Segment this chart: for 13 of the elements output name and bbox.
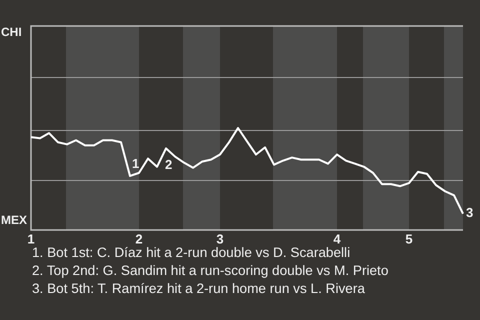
annotation: 2 <box>165 157 172 172</box>
text: 3. Bot 5th: T. Ramírez hit a 2-run home run vs L. Rivera <box>32 280 366 298</box>
x-tick-label: 1 <box>27 231 35 246</box>
text: CHI <box>1 25 22 39</box>
x-tick-label: 5 <box>405 231 413 246</box>
text: MEX <box>1 213 28 227</box>
x-tick-label: 2 <box>135 231 143 246</box>
x-tick-label: 3 <box>216 231 224 246</box>
text: 3 <box>466 205 474 220</box>
annotation: 1 <box>132 156 140 171</box>
text: 2. Top 2nd: G. Sandim hit a run-scoring double vs M. Prieto <box>32 262 388 280</box>
text: 1. Bot 1st: C. Díaz hit a 2-run double vs D. Scarabelli <box>32 244 352 262</box>
x-tick-label: 4 <box>333 231 342 246</box>
